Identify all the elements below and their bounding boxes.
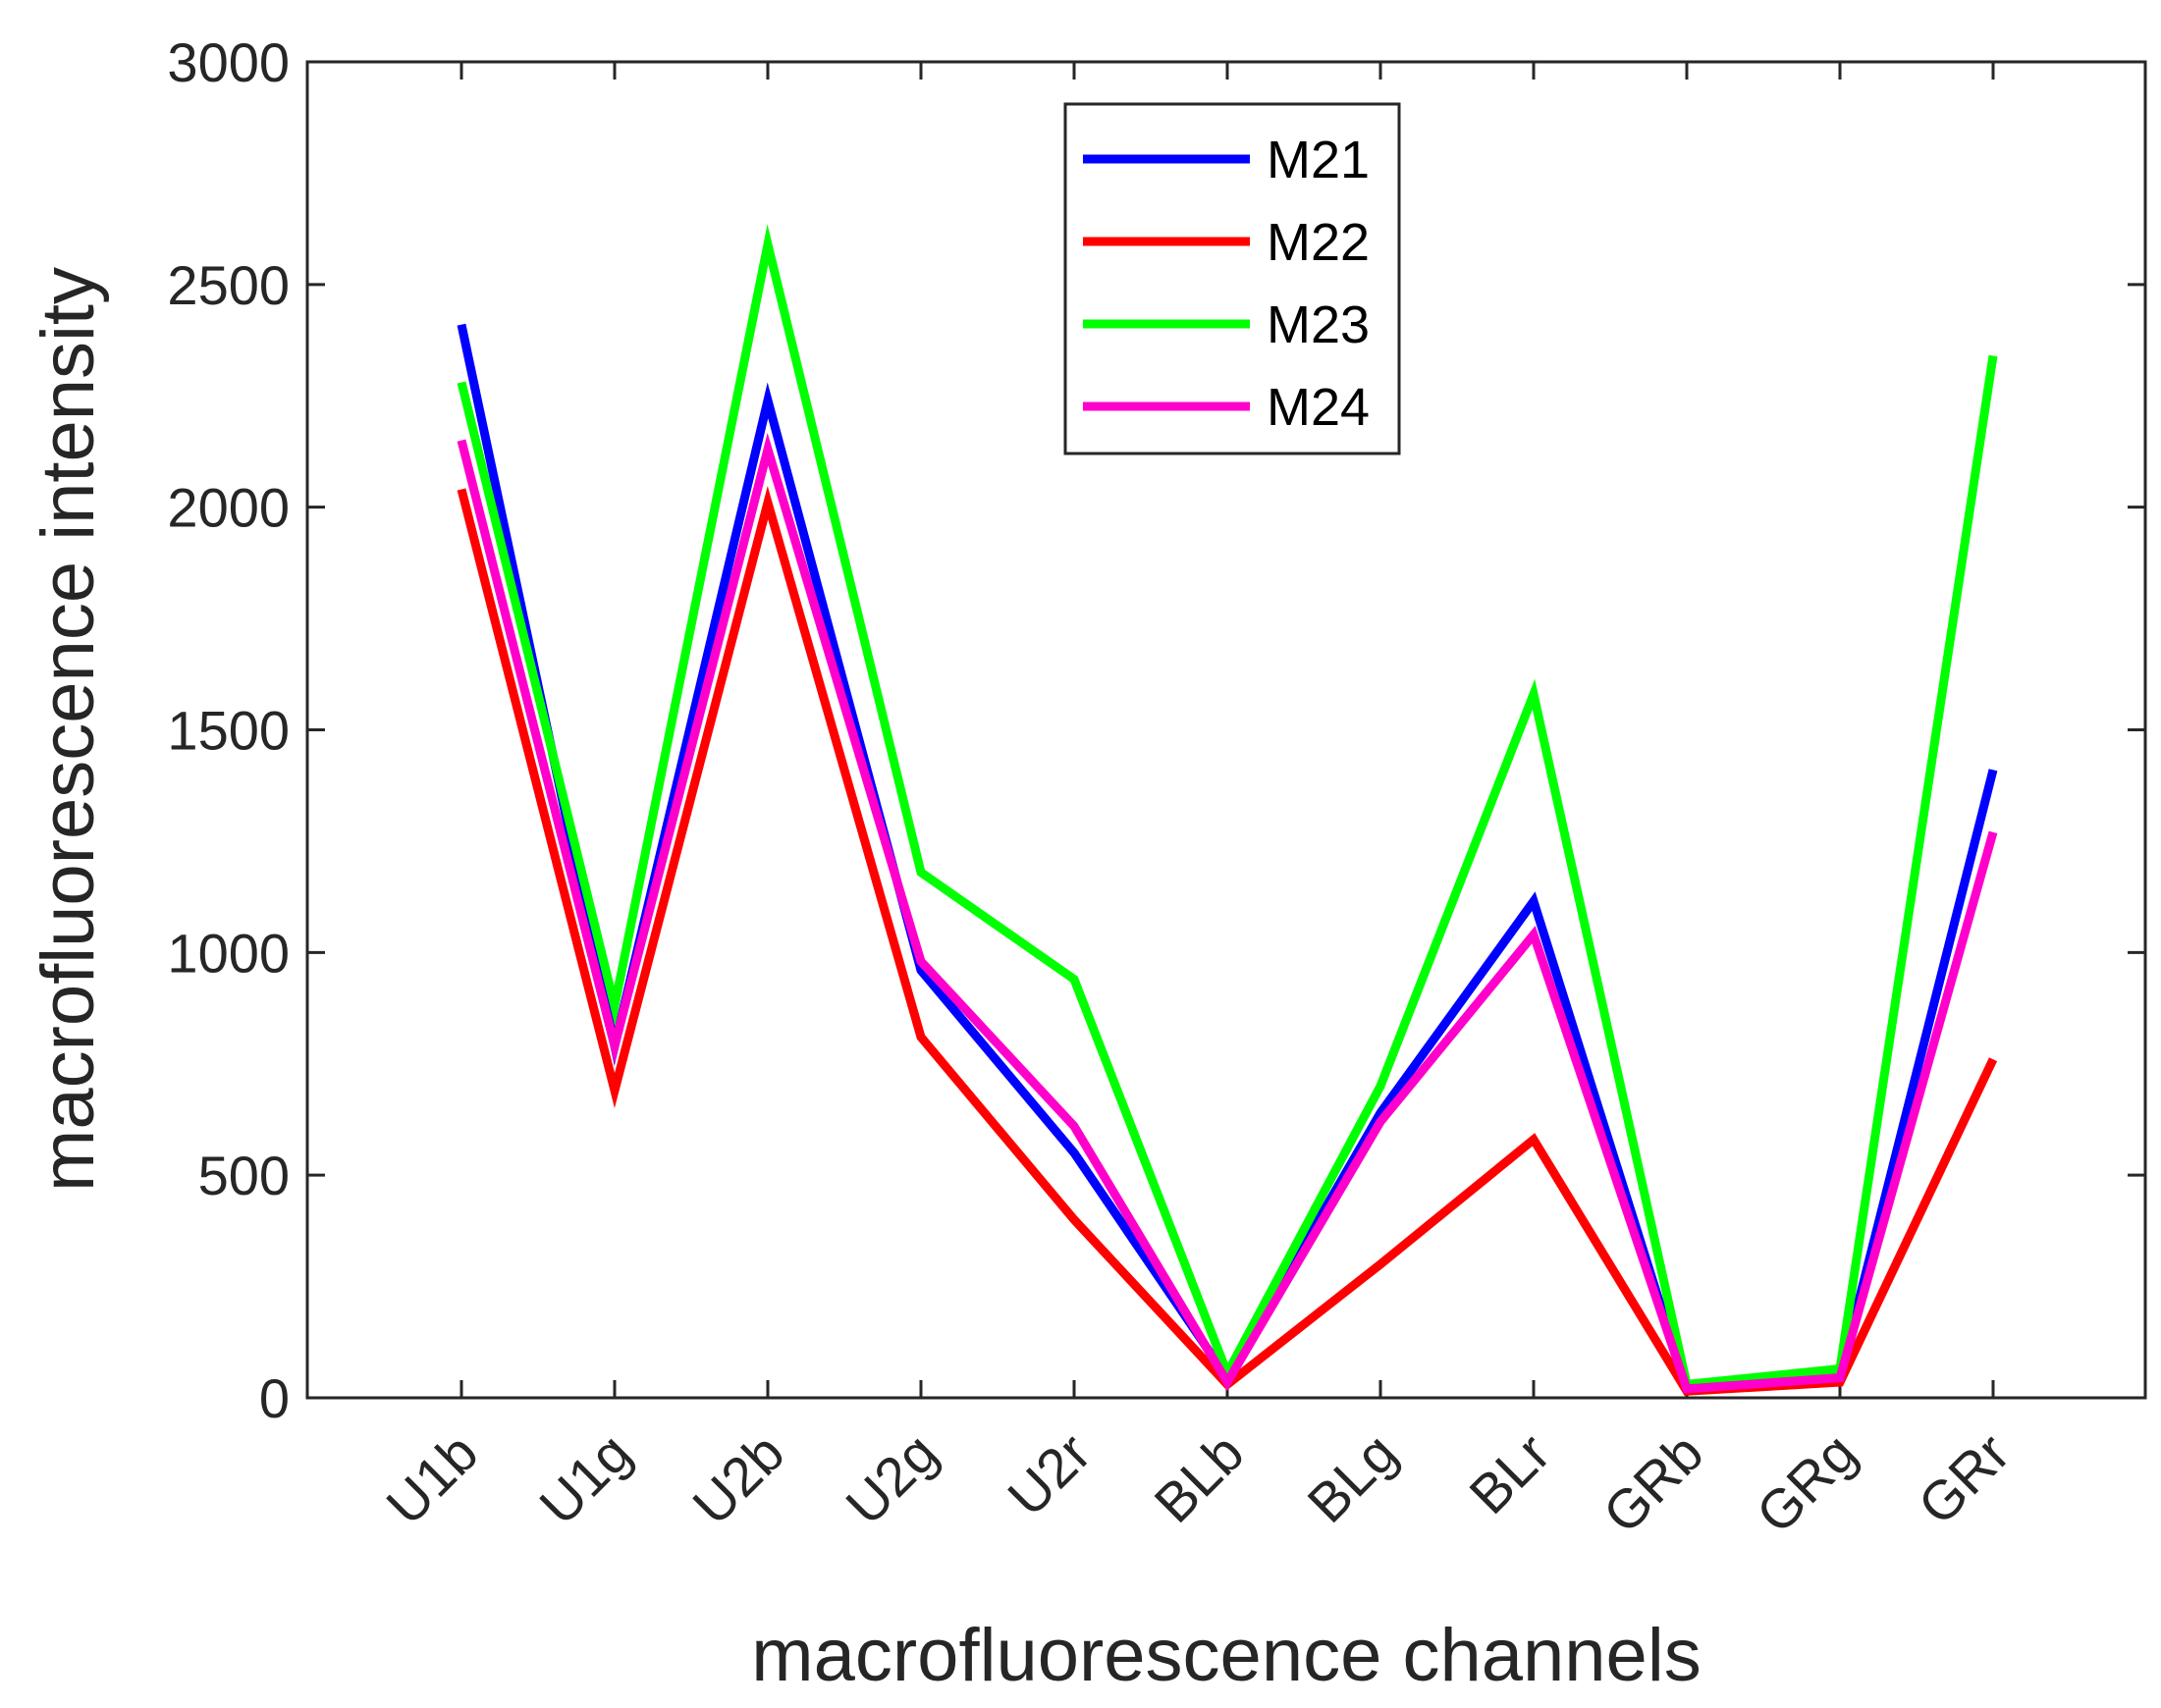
x-tick-label: GRr xyxy=(1906,1421,2021,1536)
x-tick-label: U1b xyxy=(374,1421,489,1536)
y-tick-label: 1000 xyxy=(167,922,290,984)
x-tick-label: BLr xyxy=(1457,1421,1561,1525)
y-axis-ticks: 0 500 1000 1500 2000 2500 3000 xyxy=(167,31,2145,1429)
legend-label-m24: M24 xyxy=(1267,378,1370,437)
y-tick-label: 3000 xyxy=(167,31,290,93)
legend-label-m22: M22 xyxy=(1267,213,1370,272)
y-tick-label: 500 xyxy=(198,1145,290,1206)
y-axis-title: macrofluorescence intensity xyxy=(27,267,110,1192)
y-tick-label: 2000 xyxy=(167,477,290,539)
legend-label-m23: M23 xyxy=(1267,295,1370,354)
x-tick-label: U2r xyxy=(996,1421,1102,1527)
series-line-m24 xyxy=(457,432,1998,1394)
series-lines xyxy=(457,224,1998,1396)
x-tick-label: U2g xyxy=(834,1421,948,1536)
legend-label-m21: M21 xyxy=(1267,131,1370,189)
x-tick-label: U1g xyxy=(527,1421,642,1536)
x-tick-label: GRg xyxy=(1745,1421,1868,1545)
x-tick-label: BLg xyxy=(1295,1421,1408,1534)
x-tick-label: BLb xyxy=(1142,1421,1255,1534)
y-tick-label: 0 xyxy=(259,1367,290,1429)
series-line-m23 xyxy=(457,224,1998,1390)
x-tick-label: U2b xyxy=(680,1421,795,1536)
y-tick-label: 2500 xyxy=(167,254,290,316)
legend: M21 M22 M23 M24 xyxy=(1063,102,1401,455)
x-axis-title: macrofluorescence channels xyxy=(751,1614,1701,1697)
x-tick-label: GRb xyxy=(1592,1421,1715,1545)
y-tick-label: 1500 xyxy=(167,700,290,762)
